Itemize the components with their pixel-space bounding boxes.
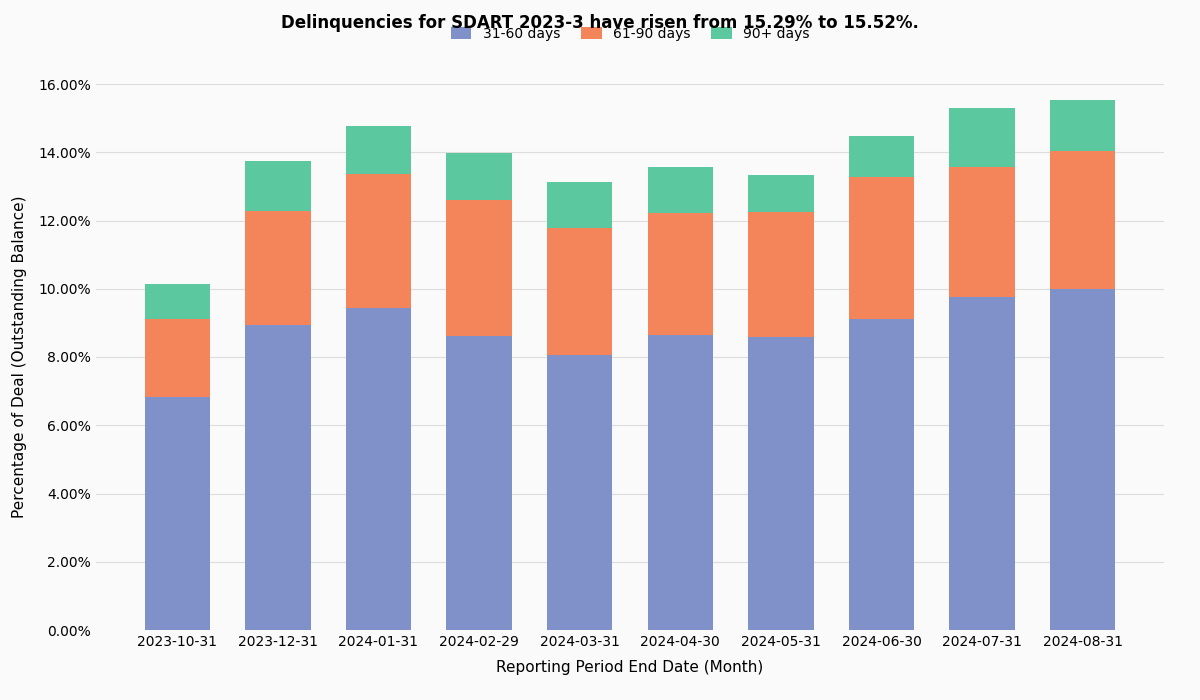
Bar: [949, 167, 1015, 298]
Bar: [144, 397, 210, 630]
Bar: [245, 161, 311, 211]
Text: Delinquencies for SDART 2023-3 have risen from 15.29% to 15.52%.: Delinquencies for SDART 2023-3 have rise…: [281, 14, 919, 32]
Bar: [547, 182, 612, 228]
Bar: [245, 211, 311, 325]
X-axis label: Reporting Period End Date (Month): Reporting Period End Date (Month): [497, 660, 763, 675]
Bar: [1050, 151, 1116, 289]
Bar: [547, 355, 612, 630]
Legend: 31-60 days, 61-90 days, 90+ days: 31-60 days, 61-90 days, 90+ days: [444, 20, 816, 48]
Bar: [446, 336, 511, 630]
Bar: [346, 174, 412, 308]
Bar: [144, 319, 210, 397]
Bar: [949, 298, 1015, 630]
Bar: [144, 284, 210, 319]
Y-axis label: Percentage of Deal (Outstanding Balance): Percentage of Deal (Outstanding Balance): [12, 196, 28, 518]
Bar: [949, 108, 1015, 167]
Bar: [446, 200, 511, 336]
Bar: [446, 153, 511, 200]
Bar: [1050, 100, 1116, 151]
Bar: [749, 212, 814, 337]
Bar: [245, 325, 311, 630]
Bar: [848, 177, 914, 319]
Bar: [749, 175, 814, 212]
Bar: [547, 228, 612, 355]
Bar: [848, 136, 914, 177]
Bar: [346, 308, 412, 630]
Bar: [648, 167, 713, 213]
Bar: [648, 335, 713, 630]
Bar: [648, 213, 713, 335]
Bar: [346, 125, 412, 174]
Bar: [1050, 289, 1116, 630]
Bar: [848, 319, 914, 630]
Bar: [749, 337, 814, 630]
